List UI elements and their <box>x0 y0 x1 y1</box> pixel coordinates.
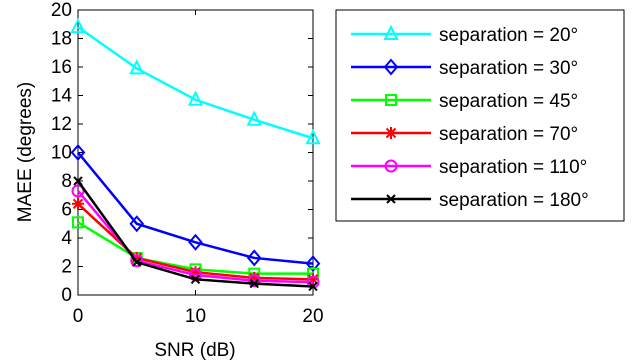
legend-item: separation = 110° <box>351 157 587 178</box>
data-point <box>130 251 143 264</box>
x-axis-label: SNR (dB) <box>154 340 235 361</box>
legend-label: separation = 30° <box>439 58 578 79</box>
data-point <box>383 58 399 76</box>
y-tick-label: 8 <box>61 171 72 192</box>
data-point <box>188 233 203 251</box>
y-tick-label: 16 <box>51 57 72 78</box>
series-4 <box>71 184 320 289</box>
series-5 <box>73 176 318 292</box>
legend-label: separation = 45° <box>439 91 578 112</box>
data-point <box>73 176 83 186</box>
legend-item: separation = 30° <box>351 58 578 79</box>
series-1 <box>70 143 321 273</box>
legend-label: separation = 110° <box>439 157 587 178</box>
data-point <box>305 129 321 145</box>
data-point <box>386 194 396 204</box>
series-0 <box>70 17 321 145</box>
legend-item: separation = 70° <box>351 124 578 145</box>
y-tick-label: 6 <box>61 200 72 221</box>
legend-item: separation = 20° <box>351 24 578 46</box>
data-point <box>249 278 259 289</box>
data-point <box>307 273 319 286</box>
y-tick-label: 10 <box>51 143 72 164</box>
x-tick-label: 10 <box>185 306 206 327</box>
y-tick-label: 14 <box>51 86 73 107</box>
series-3 <box>72 197 319 286</box>
legend-item: separation = 180° <box>351 190 589 211</box>
data-point <box>383 24 399 40</box>
data-point <box>72 197 84 210</box>
data-point <box>187 90 204 106</box>
data-point <box>308 281 318 292</box>
data-point <box>130 254 144 268</box>
y-tick-label: 2 <box>61 257 72 278</box>
data-point <box>189 266 202 279</box>
data-point <box>71 184 85 198</box>
data-point <box>70 143 86 162</box>
data-point <box>70 17 86 34</box>
legend-label: separation = 70° <box>439 124 578 145</box>
data-point <box>248 271 261 284</box>
data-point <box>385 127 397 139</box>
y-tick-label: 18 <box>51 29 72 50</box>
series-line <box>77 190 314 284</box>
y-tick-label: 12 <box>51 114 72 135</box>
data-point <box>247 274 261 288</box>
data-point <box>190 274 201 285</box>
legend-item: separation = 45° <box>351 91 578 112</box>
y-tick-label: 20 <box>51 0 72 21</box>
y-axis-label: MAEE (degrees) <box>15 82 36 222</box>
data-point <box>129 59 145 75</box>
legend <box>335 9 625 222</box>
y-tick-label: 4 <box>61 228 72 249</box>
series-line <box>77 151 314 265</box>
data-point <box>132 257 142 267</box>
x-tick-label: 20 <box>302 306 323 327</box>
data-point <box>384 159 398 173</box>
data-point <box>246 110 262 126</box>
y-tick-label: 0 <box>61 285 72 306</box>
data-point <box>305 255 321 273</box>
series-line <box>77 26 314 140</box>
legend-label: separation = 20° <box>439 25 578 46</box>
data-point <box>72 216 84 229</box>
data-point <box>385 94 397 106</box>
data-point <box>246 249 262 267</box>
legend-label: separation = 180° <box>439 190 589 211</box>
x-tick-label: 0 <box>73 306 84 327</box>
data-point <box>129 215 145 233</box>
